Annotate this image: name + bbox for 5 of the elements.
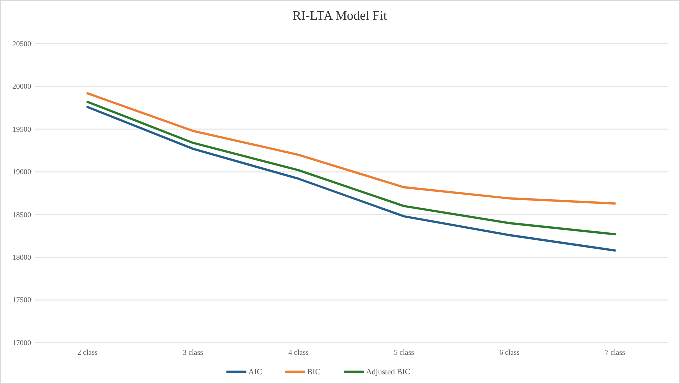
legend-label: Adjusted BIC — [366, 368, 410, 377]
legend-label: AIC — [248, 368, 262, 377]
line-series — [86, 92, 616, 205]
legend-label: BIC — [307, 368, 321, 377]
chart-title: RI-LTA Model Fit — [292, 8, 388, 23]
